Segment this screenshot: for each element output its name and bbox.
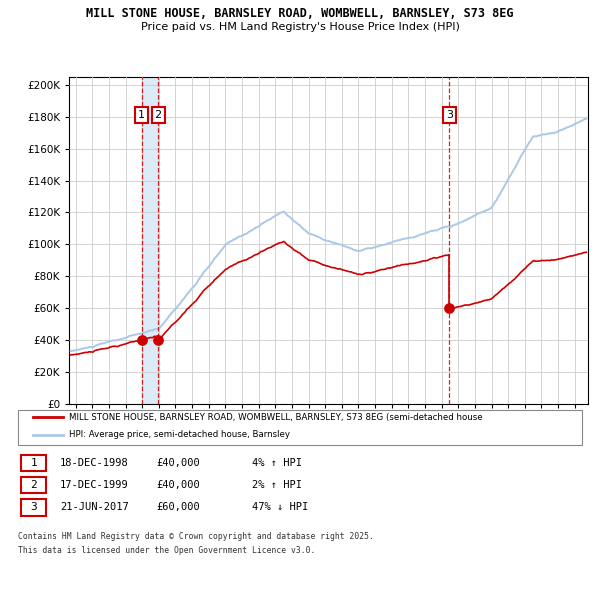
Text: Price paid vs. HM Land Registry's House Price Index (HPI): Price paid vs. HM Land Registry's House … <box>140 22 460 32</box>
Text: HPI: Average price, semi-detached house, Barnsley: HPI: Average price, semi-detached house,… <box>69 430 290 440</box>
Text: 3: 3 <box>446 110 453 120</box>
Text: 18-DEC-1998: 18-DEC-1998 <box>60 458 129 468</box>
Text: £40,000: £40,000 <box>156 458 200 468</box>
Point <box>445 304 454 313</box>
Text: 1: 1 <box>30 458 37 468</box>
Point <box>154 336 163 345</box>
Bar <box>142 77 158 404</box>
Text: 3: 3 <box>30 503 37 512</box>
Text: This data is licensed under the Open Government Licence v3.0.: This data is licensed under the Open Gov… <box>18 546 316 555</box>
Text: MILL STONE HOUSE, BARNSLEY ROAD, WOMBWELL, BARNSLEY, S73 8EG (semi-detached hous: MILL STONE HOUSE, BARNSLEY ROAD, WOMBWEL… <box>69 412 482 422</box>
Text: 2: 2 <box>155 110 162 120</box>
Text: Contains HM Land Registry data © Crown copyright and database right 2025.: Contains HM Land Registry data © Crown c… <box>18 532 374 541</box>
Text: 17-DEC-1999: 17-DEC-1999 <box>60 480 129 490</box>
Text: 2: 2 <box>30 480 37 490</box>
Text: 21-JUN-2017: 21-JUN-2017 <box>60 503 129 512</box>
Text: 1: 1 <box>138 110 145 120</box>
Text: 4% ↑ HPI: 4% ↑ HPI <box>252 458 302 468</box>
Text: MILL STONE HOUSE, BARNSLEY ROAD, WOMBWELL, BARNSLEY, S73 8EG: MILL STONE HOUSE, BARNSLEY ROAD, WOMBWEL… <box>86 7 514 20</box>
Point <box>137 336 146 345</box>
Text: 47% ↓ HPI: 47% ↓ HPI <box>252 503 308 512</box>
Text: £40,000: £40,000 <box>156 480 200 490</box>
Text: £60,000: £60,000 <box>156 503 200 512</box>
Text: 2% ↑ HPI: 2% ↑ HPI <box>252 480 302 490</box>
